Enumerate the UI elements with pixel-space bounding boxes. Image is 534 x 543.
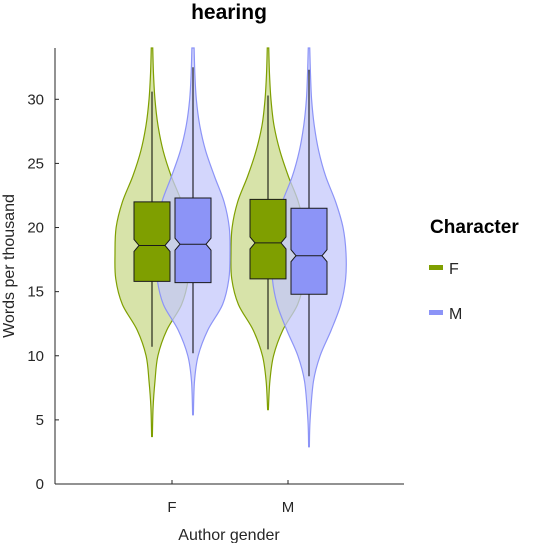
legend: Character F M: [429, 217, 519, 323]
y-tick-label-15: 15: [27, 284, 44, 301]
y-tick-label-5: 5: [36, 412, 44, 429]
plot-area: [114, 47, 347, 448]
x-tick-label-F: F: [167, 499, 176, 516]
legend-label-M: M: [449, 306, 462, 323]
x-axis-title: Author gender: [178, 527, 280, 543]
y-axis-title: Words per thousand: [1, 194, 18, 338]
legend-swatch-M: [429, 310, 443, 315]
y-tick-label-0: 0: [36, 476, 44, 493]
x-tick-label-M: M: [282, 499, 295, 516]
y-tick-label-20: 20: [27, 220, 44, 237]
legend-title: Character: [430, 217, 519, 238]
box-F-M: [174, 197, 212, 284]
axes: 0 5 10 15 20 25 30 F M: [27, 48, 404, 516]
legend-label-F: F: [449, 261, 459, 278]
box-M-F: [249, 198, 287, 280]
y-tick-label-10: 10: [27, 348, 44, 365]
chart-title: hearing: [191, 1, 267, 24]
y-tick-label-25: 25: [27, 155, 44, 172]
legend-swatch-F: [429, 265, 443, 270]
box-M-M: [290, 207, 328, 295]
box-F-F: [133, 201, 171, 282]
y-tick-label-30: 30: [27, 91, 44, 108]
